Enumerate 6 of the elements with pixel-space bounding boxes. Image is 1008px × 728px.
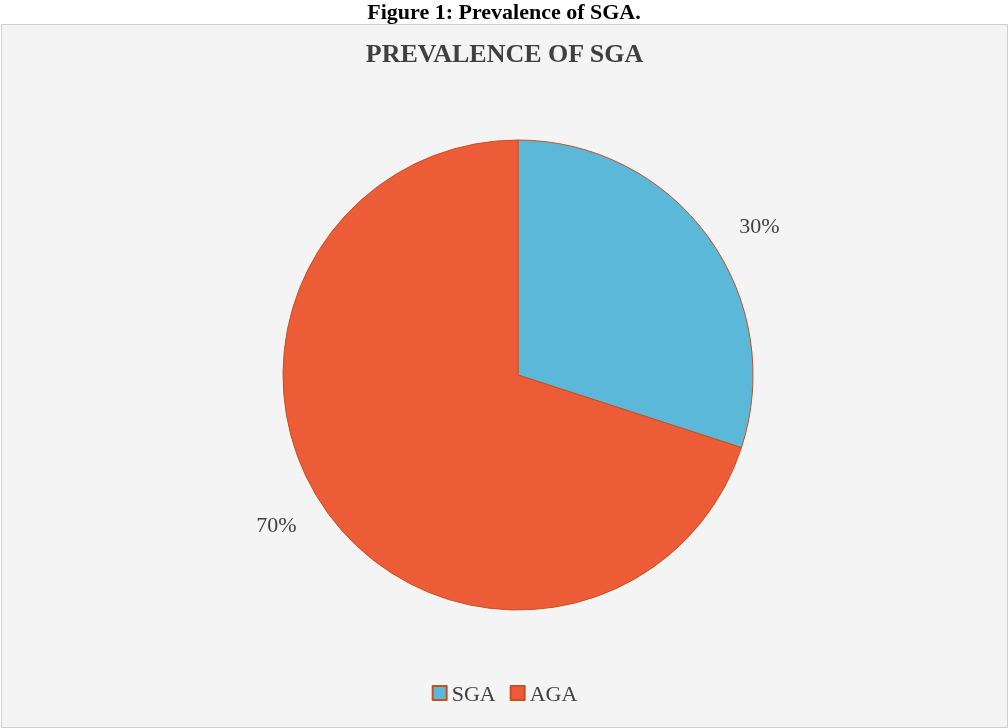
data-label: 30% [739, 212, 780, 238]
chart-title: PREVALENCE OF SGA [365, 38, 644, 68]
data-label: 70% [256, 512, 297, 538]
legend-label: SGA [451, 680, 496, 706]
caption: Figure 1: Prevalence of SGA. [366, 0, 642, 24]
legend-label: AGA [529, 680, 578, 706]
